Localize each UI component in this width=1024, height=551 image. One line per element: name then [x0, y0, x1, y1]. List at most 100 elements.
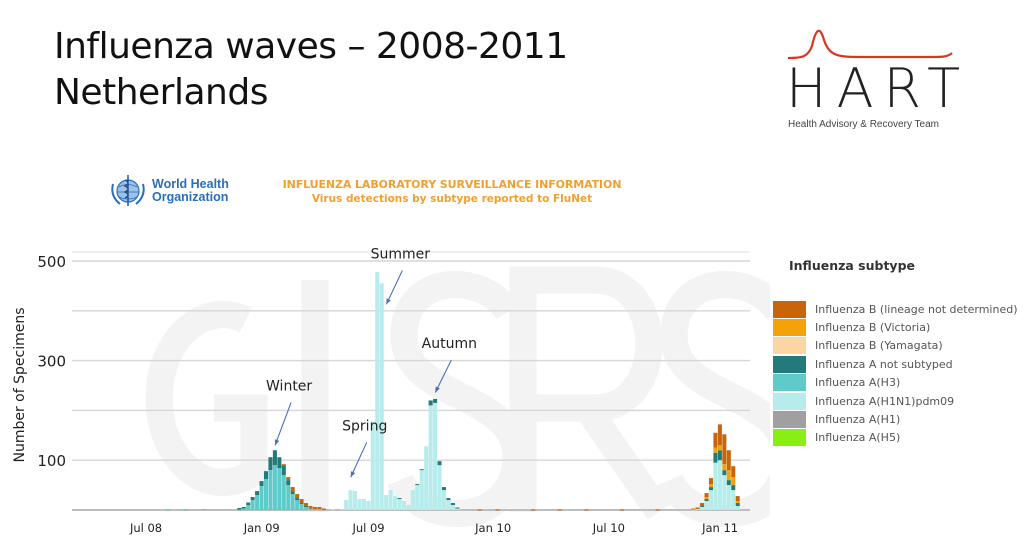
bar-a_not_subtyped — [397, 498, 402, 500]
flunet-title: INFLUENZA LABORATORY SURVEILLANCE INFORM… — [282, 178, 622, 191]
legend-item: Influenza A(H1N1)pdm09 — [773, 392, 1018, 410]
hart-wordmark: HART — [786, 57, 971, 120]
annotation-arrow-line — [274, 402, 292, 446]
bar-a_h1n1pdm09 — [424, 446, 429, 510]
bar-a_h1n1pdm09 — [437, 465, 442, 510]
x-tick-label: Jul 08 — [129, 521, 162, 535]
y-tick-label: 500 — [37, 253, 66, 271]
bar-a_h3 — [250, 500, 255, 510]
bar-a_not_subtyped — [304, 506, 309, 508]
bar-b_victoria — [704, 497, 709, 500]
who-name: World Health Organization — [152, 178, 229, 204]
who-name-line2: Organization — [152, 190, 229, 204]
bar-b_lineage_nd — [722, 434, 727, 465]
bar-a_not_subtyped — [704, 499, 709, 502]
legend-label: Influenza A(H5) — [815, 431, 901, 445]
arrow-head-icon — [435, 386, 440, 393]
bar-a_not_subtyped — [726, 480, 731, 486]
bar-a_h1n1pdm09 — [446, 500, 451, 510]
bar-a_not_subtyped — [255, 491, 260, 496]
legend-item: Influenza B (Victoria) — [773, 318, 1018, 337]
bar-a_not_subtyped — [735, 503, 740, 507]
legend: Influenza subtype Influenza B (lineage n… — [773, 258, 1018, 447]
bar-a_h1n1pdm09 — [731, 490, 736, 510]
annotation-arrow-line — [350, 442, 368, 478]
bar-a_h1n1pdm09 — [370, 421, 375, 510]
legend-label: Influenza A(H1N1)pdm09 — [815, 394, 955, 408]
bar-a_not_subtyped — [700, 506, 705, 508]
bar-a_h1n1pdm09 — [419, 470, 424, 510]
who-logo: World Health Organization — [108, 172, 229, 210]
bar-a_h1n1pdm09 — [410, 490, 415, 510]
bar-b_victoria — [722, 464, 727, 471]
legend-label: Influenza A(H3) — [815, 376, 901, 390]
bar-a_h1n1pdm09 — [379, 283, 384, 510]
y-axis-label: Number of Specimens — [12, 307, 28, 462]
bar-a_h3 — [166, 509, 171, 511]
bar-a_h1n1pdm09 — [361, 499, 366, 510]
bar-a_h1n1pdm09 — [433, 402, 438, 510]
flunet-subtitle: Virus detections by subtype reported to … — [311, 193, 593, 205]
bar-a_h1n1pdm09 — [704, 501, 709, 510]
y-tick-label: 300 — [37, 353, 66, 371]
bar-a_h1n1pdm09 — [708, 490, 714, 510]
annotation-autumn: Autumn — [422, 336, 477, 352]
bar-a_h3 — [290, 494, 295, 510]
bar-a_h1n1pdm09 — [330, 509, 335, 511]
bar-b_lineage_nd — [691, 508, 696, 510]
legend-swatch — [773, 337, 806, 355]
bar-a_not_subtyped — [433, 398, 438, 403]
bar-a_not_subtyped — [415, 484, 420, 486]
bar-b_lineage_nd — [695, 507, 700, 510]
bar-a_not_subtyped — [450, 503, 455, 506]
bar-a_h1n1pdm09 — [339, 509, 344, 511]
bar-a_not_subtyped — [708, 487, 714, 491]
bar-a_not_subtyped — [286, 480, 291, 486]
hart-logo: HART Health Advisory & Recovery Team — [780, 26, 960, 136]
legend-item: Influenza B (Yamagata) — [773, 337, 1018, 355]
legend-label: Influenza A(H1) — [815, 413, 901, 427]
annotation-spring: Spring — [342, 418, 387, 434]
bar-a_h1n1pdm09 — [695, 509, 700, 511]
slide-title: Influenza waves – 2008-2011 Netherlands — [54, 24, 568, 116]
bar-b_victoria — [717, 445, 722, 451]
x-tick-label: Jul 10 — [592, 521, 625, 535]
legend-item: Influenza A(H1) — [773, 410, 1018, 429]
bar-a_not_subtyped — [731, 485, 736, 491]
bar-a_h1n1pdm09 — [726, 485, 731, 510]
bar-b_lineage_nd — [317, 507, 322, 510]
bar-a_h3 — [272, 465, 277, 510]
legend-label: Influenza A not subtyped — [815, 357, 953, 371]
bar-a_not_subtyped — [246, 502, 251, 506]
bar-a_not_subtyped — [419, 469, 424, 471]
bar-b_lineage_nd — [299, 499, 304, 504]
legend-swatch — [773, 411, 806, 429]
bar-a_not_subtyped — [250, 497, 255, 501]
bar-a_h3 — [237, 509, 242, 511]
bar-b_lineage_nd — [290, 487, 295, 492]
flunet-header: INFLUENZA LABORATORY SURVEILLANCE INFORM… — [254, 177, 650, 207]
bar-a_not_subtyped — [237, 508, 242, 510]
bar-a_h3 — [281, 475, 286, 510]
bar-b_lineage_nd — [731, 466, 736, 478]
bar-a_h3 — [183, 509, 188, 511]
who-name-line1: World Health — [152, 177, 229, 191]
slide-title-line1: Influenza waves – 2008-2011 — [54, 26, 568, 67]
legend-label: Influenza B (lineage not determined) — [815, 302, 1018, 316]
bar-b_victoria — [726, 470, 731, 481]
bar-a_h1n1pdm09 — [344, 500, 349, 510]
bar-a_not_subtyped — [428, 400, 433, 406]
bar-b_lineage_nd — [655, 509, 660, 511]
bar-b_lineage_nd — [286, 477, 291, 481]
bar-b_lineage_nd — [295, 494, 300, 499]
bar-b_lineage_nd — [619, 509, 625, 511]
slide-title-line2: Netherlands — [54, 72, 268, 113]
bar-b_victoria — [731, 477, 736, 486]
bar-a_h1n1pdm09 — [691, 509, 696, 511]
bar-a_h3 — [304, 507, 309, 510]
legend-swatch — [773, 300, 806, 318]
hart-tagline: Health Advisory & Recovery Team — [788, 119, 939, 130]
bar-a_h3 — [286, 485, 291, 510]
arrow-head-icon — [274, 439, 280, 446]
bar-a_h1n1pdm09 — [366, 501, 371, 510]
